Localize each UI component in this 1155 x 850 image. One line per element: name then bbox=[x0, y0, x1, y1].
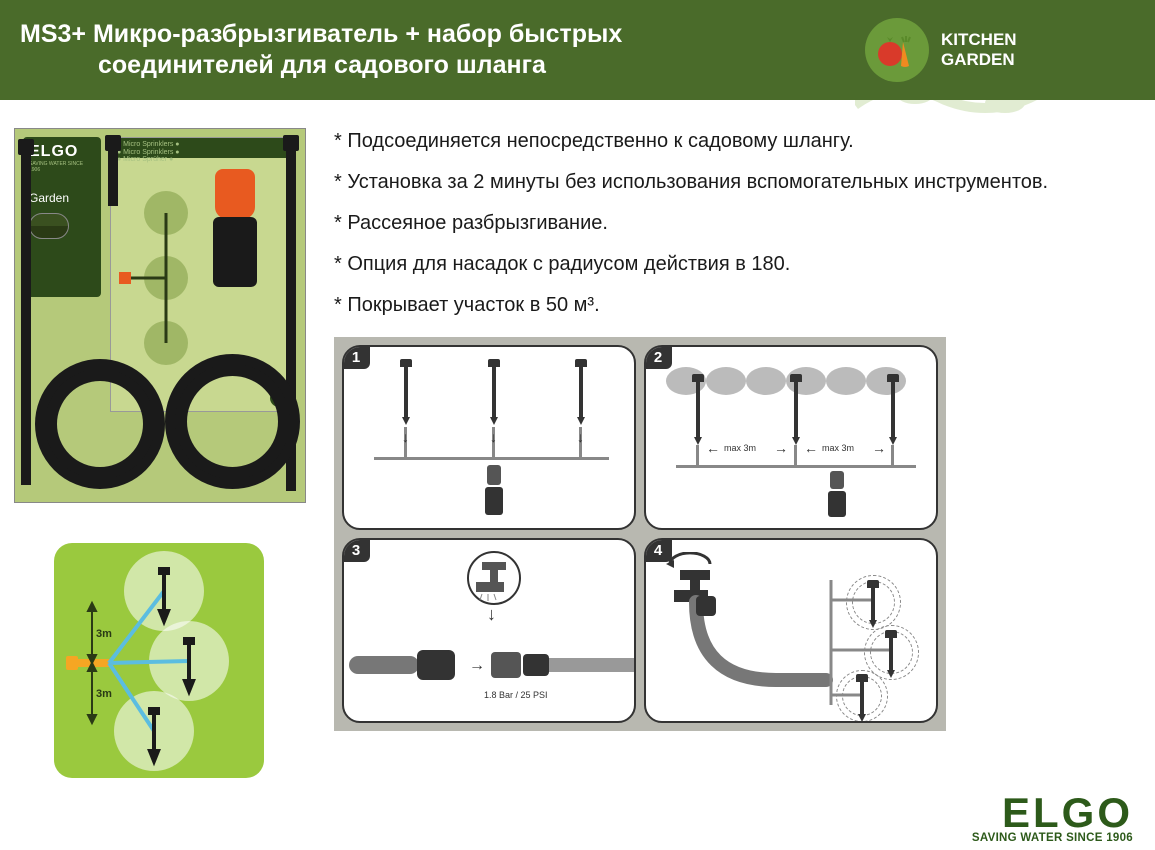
max-distance-label: max 3m bbox=[822, 443, 854, 453]
mini-stake-icon bbox=[696, 382, 700, 437]
instruction-panel: 1 ↓ ↓ ↓ 2 bbox=[334, 337, 946, 731]
connector-icon bbox=[479, 465, 509, 520]
instruction-step-4: 4 bbox=[644, 538, 938, 723]
step-number: 3 bbox=[342, 538, 370, 562]
bullet-4: * Опция для насадок с радиусом действия … bbox=[334, 251, 1141, 278]
bullet-3: * Рассеяное разбрызгивание. bbox=[334, 210, 1141, 237]
hose-line-icon bbox=[374, 457, 609, 460]
stake-icon bbox=[21, 155, 31, 485]
connector-icon bbox=[822, 471, 852, 521]
mini-stake-icon bbox=[579, 367, 583, 417]
down-arrow-icon: ↓ bbox=[490, 429, 497, 445]
mini-stake-icon bbox=[891, 382, 895, 437]
brand-card: ELGO SAVING WATER SINCE 1906 Garden bbox=[23, 137, 101, 297]
down-arrow-icon: ↓ bbox=[487, 604, 496, 625]
max-distance-label: max 3m bbox=[724, 443, 756, 453]
brand-mini: ELGO bbox=[29, 143, 95, 161]
tap-icon bbox=[464, 548, 524, 608]
range-pill bbox=[29, 213, 69, 239]
brand-mini-sub: SAVING WATER SINCE 1906 bbox=[29, 161, 95, 173]
pressure-label: 1.8 Bar / 25 PSI bbox=[484, 690, 548, 700]
instruction-step-3: 3 ↓ → bbox=[342, 538, 636, 723]
coverage-lines-icon bbox=[54, 543, 264, 778]
page-title: MS3+ Микро-разбрызгиватель + набор быстр… bbox=[20, 19, 622, 82]
mini-stake-icon bbox=[794, 382, 798, 437]
right-column: * Подсоединяется непосредственно к садов… bbox=[334, 128, 1141, 778]
left-column: ● Micro Sprinklers ● ● Micro Sprinklers … bbox=[14, 128, 306, 778]
badge-text: KITCHEN GARDEN bbox=[941, 30, 1017, 69]
distance-label-2: 3m bbox=[96, 688, 112, 700]
connector-orange-icon bbox=[215, 169, 255, 219]
stake-head-icon bbox=[283, 135, 299, 151]
mini-stake-icon bbox=[404, 367, 408, 417]
blister-strip-text: ● Micro Sprinklers ● ● Micro Sprinklers … bbox=[111, 138, 294, 158]
mini-stake-icon bbox=[492, 367, 496, 417]
left-arrow-icon: ← bbox=[804, 440, 818, 456]
hose-coil-icon bbox=[175, 364, 290, 479]
bullet-5: * Покрывает участок в 50 м³. bbox=[334, 292, 1141, 319]
instruction-step-1: 1 ↓ ↓ ↓ bbox=[342, 345, 636, 530]
brand-logo-text: ELGO bbox=[972, 794, 1133, 832]
hose-line-icon bbox=[676, 465, 916, 468]
drop-line-icon bbox=[891, 445, 894, 465]
right-arrow-icon: → bbox=[774, 440, 788, 456]
instruction-step-2: 2 bbox=[644, 345, 938, 530]
stake-icon bbox=[108, 151, 118, 206]
down-arrow-icon: ↓ bbox=[577, 429, 584, 445]
brand-tagline: SAVING WATER SINCE 1906 bbox=[972, 832, 1133, 844]
svg-text:→: → bbox=[469, 657, 485, 674]
right-arrow-icon: → bbox=[872, 440, 886, 456]
header-bar: MS3+ Микро-разбрызгиватель + набор быстр… bbox=[0, 0, 1155, 100]
series-label: Garden bbox=[29, 191, 95, 205]
title-line-1: MS3+ Микро-разбрызгиватель + набор быстр… bbox=[20, 20, 622, 48]
hose-coil-icon bbox=[45, 369, 155, 479]
drop-line-icon bbox=[794, 445, 797, 465]
drop-line-icon bbox=[696, 445, 699, 465]
mini-stake-icon bbox=[889, 638, 893, 670]
badge-circle-icon bbox=[865, 18, 929, 82]
step-number: 1 bbox=[342, 345, 370, 369]
hose-connector-icon: → bbox=[349, 638, 634, 693]
badge-line-1: KITCHEN bbox=[941, 30, 1017, 49]
bullet-2: * Установка за 2 минуты без использовани… bbox=[334, 169, 1141, 196]
mini-stake-icon bbox=[871, 588, 875, 620]
down-arrow-icon: ↓ bbox=[402, 429, 409, 445]
coverage-diagram: 3m 3m bbox=[54, 543, 264, 778]
footer-logo: ELGO SAVING WATER SINCE 1906 bbox=[972, 794, 1133, 844]
left-arrow-icon: ← bbox=[706, 440, 720, 456]
mini-stake-icon bbox=[860, 682, 864, 714]
feature-bullets: * Подсоединяется непосредственно к садов… bbox=[334, 128, 1141, 319]
stake-head-icon bbox=[18, 139, 34, 155]
tomato-carrot-icon bbox=[875, 28, 919, 72]
badge-line-2: GARDEN bbox=[941, 50, 1015, 69]
title-line-2: соединителей для садового шланга bbox=[20, 50, 546, 81]
category-badge: KITCHEN GARDEN bbox=[855, 0, 1155, 100]
product-photo: ● Micro Sprinklers ● ● Micro Sprinklers … bbox=[14, 128, 306, 503]
stake-head-icon bbox=[105, 135, 121, 151]
connector-body-icon bbox=[213, 217, 257, 287]
bullet-1: * Подсоединяется непосредственно к садов… bbox=[334, 128, 1141, 155]
content-area: ● Micro Sprinklers ● ● Micro Sprinklers … bbox=[0, 100, 1155, 778]
distance-label-1: 3m bbox=[96, 628, 112, 640]
